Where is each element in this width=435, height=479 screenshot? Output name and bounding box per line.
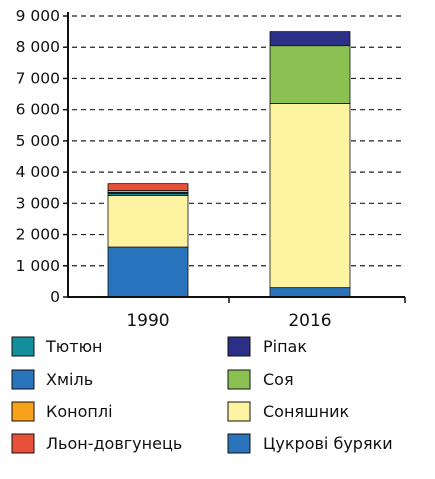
bar-1990-segment-1 [107, 195, 189, 248]
y-tick-label-7: 7 000 [16, 69, 60, 87]
legend-swatch-right-0 [227, 336, 251, 357]
x-tick-label-2016: 2016 [288, 311, 331, 331]
bar-1990-segment-0 [107, 246, 189, 298]
legend-label-left-1: Хміль [46, 370, 93, 389]
y-tick-label-5: 5 000 [16, 132, 60, 150]
bar-2016-segment-3 [269, 31, 351, 47]
bar-2016-segment-2 [269, 45, 351, 104]
y-tick-label-4: 4 000 [16, 163, 60, 181]
legend-swatch-left-1 [11, 369, 35, 390]
x-tick-labels: 1990 2016 [126, 311, 331, 331]
x-tick-label-1990: 1990 [126, 311, 169, 331]
y-tick-label-3: 3 000 [16, 194, 60, 212]
legend-label-right-0: Ріпак [263, 337, 307, 356]
y-tick-labels: 0 1 000 2 000 3 000 4 000 5 000 6 000 7 000 8 00… [16, 7, 60, 306]
legend-swatch-left-3 [11, 433, 35, 454]
y-tick-label-2: 2 000 [16, 226, 60, 244]
y-tick-label-8: 8 000 [16, 38, 60, 56]
legend-swatch-left-0 [11, 336, 35, 357]
legend-label-left-2: Коноплі [46, 402, 113, 421]
legend-swatch-left-2 [11, 401, 35, 422]
axes [63, 12, 406, 303]
legend-swatch-right-3 [227, 433, 251, 454]
legend-swatch-right-1 [227, 369, 251, 390]
bar-2016-segment-0 [269, 287, 351, 298]
legend-label-right-1: Соя [263, 370, 294, 389]
legend-label-left-0: Тютюн [45, 337, 103, 356]
bar-2016-segment-1 [269, 103, 351, 289]
y-tick-label-1: 1 000 [16, 257, 60, 275]
bar-1990-segment-7 [107, 183, 189, 191]
legend-label-right-2: Соняшник [263, 402, 350, 421]
legend-label-right-3: Цукрові буряки [263, 434, 393, 453]
y-tick-label-9: 9 000 [16, 7, 60, 25]
bars [107, 31, 351, 298]
legend-swatch-right-2 [227, 401, 251, 422]
legend-label-left-3: Льон-довгунець [46, 434, 182, 453]
y-tick-label-0: 0 [50, 288, 60, 306]
y-tick-label-6: 6 000 [16, 101, 60, 119]
legend: Тютюн Хміль Коноплі Льон-довгунець Ріпак Соя С… [11, 336, 393, 454]
